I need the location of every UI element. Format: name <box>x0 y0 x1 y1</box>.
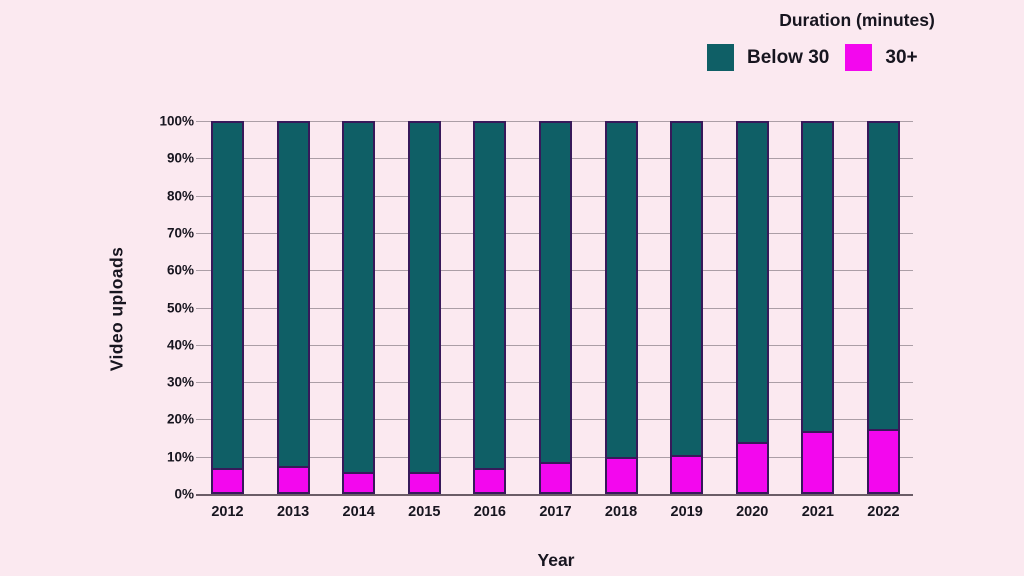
y-tick-label-80: 80% <box>166 188 194 204</box>
legend-title: Duration (minutes) <box>779 10 935 30</box>
x-tick-label-2013: 2013 <box>276 504 310 520</box>
bar-2019: 2019 <box>670 121 704 520</box>
bar-2020: 2020 <box>735 121 769 520</box>
legend-items: Below 30 30+ <box>707 44 965 71</box>
y-tick-label-10: 10% <box>166 449 194 465</box>
bar-2012: 2012 <box>211 121 244 520</box>
bar-segment-30plus-2013 <box>278 466 308 492</box>
y-tick-label-100: 100% <box>159 113 194 129</box>
legend-label-30plus: 30+ <box>885 46 918 68</box>
bar-segment-30plus-2021 <box>803 430 833 492</box>
bar-segment-30plus-2017 <box>540 462 570 492</box>
x-tick-label-2012: 2012 <box>211 504 244 520</box>
bar-segment-30plus-2022 <box>868 429 898 492</box>
bar-2013: 2013 <box>276 121 310 520</box>
legend-swatch-30plus-icon <box>845 44 873 71</box>
x-tick-label-2019: 2019 <box>670 504 703 520</box>
x-tick-label-2021: 2021 <box>801 504 834 520</box>
bar-segment-30plus-2019 <box>672 454 702 492</box>
bar-segment-30plus-2012 <box>213 467 242 492</box>
gridline-0 <box>196 494 913 496</box>
bar-2016: 2016 <box>473 121 507 520</box>
y-tick-label-20: 20% <box>166 411 194 427</box>
bar-2015: 2015 <box>407 121 441 520</box>
bar-2022: 2022 <box>866 121 900 520</box>
y-tick-label-30: 30% <box>166 374 194 390</box>
plot-area: 0% 10% 20% 30% 40% 50% 60% 70% 80% 90% 100% 2012 20… <box>159 114 913 520</box>
x-tick-label-2015: 2015 <box>408 504 441 520</box>
bar-segment-30plus-2016 <box>475 467 505 492</box>
x-tick-label-2016: 2016 <box>473 504 507 520</box>
bar-2014: 2014 <box>342 121 376 520</box>
bars: 2012 2013 2014 2015 2016 2017 2018 2019 2020 2021… <box>211 121 900 520</box>
bar-2017: 2017 <box>538 121 572 520</box>
bar-2021: 2021 <box>801 121 835 520</box>
legend-label-below-30: Below 30 <box>747 46 830 68</box>
x-tick-label-2022: 2022 <box>867 504 900 520</box>
x-tick-label-2014: 2014 <box>342 504 375 520</box>
bar-segment-30plus-2018 <box>606 456 636 492</box>
bar-segment-30plus-2015 <box>409 471 439 492</box>
legend-swatch-below-30-icon <box>707 44 734 71</box>
x-tick-label-2018: 2018 <box>604 504 638 520</box>
y-tick-label-40: 40% <box>166 337 194 353</box>
bar-segment-30plus-2014 <box>344 471 374 492</box>
x-tick-label-2017: 2017 <box>539 504 572 520</box>
y-tick-label-90: 90% <box>166 150 194 166</box>
y-tick-label-50: 50% <box>166 300 194 315</box>
y-tick-label-70: 70% <box>166 225 194 241</box>
bar-2018: 2018 <box>604 121 638 520</box>
x-axis-title: Year <box>537 550 575 570</box>
bar-segment-30plus-2020 <box>737 442 767 492</box>
x-tick-label-2020: 2020 <box>736 504 769 520</box>
legend: Duration (minutes) Below 30 30+ <box>707 10 965 71</box>
y-tick-label-60: 60% <box>166 262 194 278</box>
y-tick-label-0: 0% <box>174 486 194 502</box>
y-axis-title: Video uploads <box>106 246 127 372</box>
